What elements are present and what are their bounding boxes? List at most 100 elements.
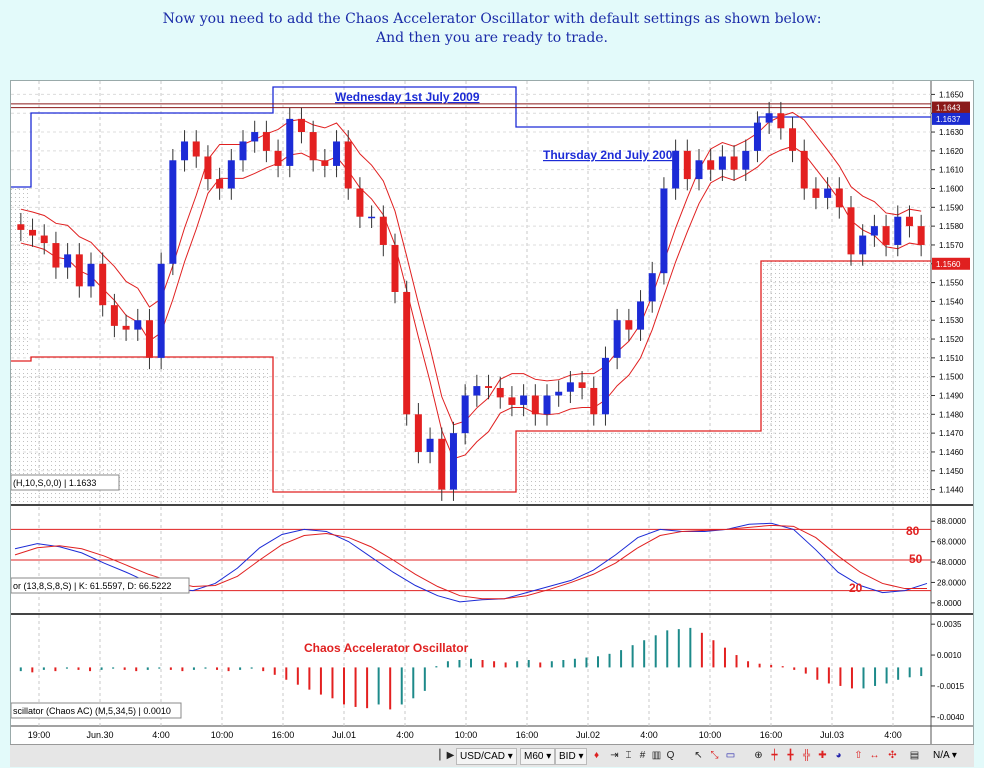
price-tick-label: 1.1630: [939, 128, 964, 137]
arrow-up-icon[interactable]: ⇧: [854, 750, 863, 761]
time-tick-label: 4:00: [640, 730, 658, 740]
candle-body: [485, 386, 493, 388]
candle-body: [333, 141, 341, 166]
price-marker-label: 1.1643: [936, 104, 961, 113]
scroll-left-icon[interactable]: ▕: [432, 750, 441, 761]
cursor-icon[interactable]: ⇥: [610, 750, 619, 761]
time-tick-label: Jun.30: [86, 730, 113, 740]
price-tick-label: 1.1570: [939, 241, 964, 250]
candle-body: [555, 391, 563, 396]
chart-toolbar: ▕ ▶ USD/CAD ▾ M60 ▾ BID ▾ ♦ ⇥ ⌶ # ▥ Q ↖ …: [10, 744, 974, 767]
time-tick-label: Jul.01: [332, 730, 356, 740]
candle-body: [321, 160, 329, 166]
candle-body: [496, 387, 504, 398]
price-type-select[interactable]: BID ▾: [555, 748, 588, 765]
price-tick-label: 1.1610: [939, 166, 964, 175]
zoom-in-icon[interactable]: ⊕: [754, 750, 763, 761]
candle-body: [356, 188, 364, 217]
candle-body: [812, 188, 820, 198]
instruction-line-2: And then you are ready to trade.: [375, 30, 609, 46]
candle-body: [753, 122, 761, 151]
vline-icon[interactable]: ╋: [787, 750, 794, 761]
price-tick-label: 1.1530: [939, 316, 964, 325]
candle-body: [426, 438, 434, 452]
annotation-ac-title: Chaos Accelerator Oscillator: [304, 641, 469, 655]
candle-body: [590, 387, 598, 415]
candle-body: [905, 216, 913, 227]
candle-body: [835, 188, 843, 208]
candle-body: [297, 118, 305, 133]
stoch-level-20-label: 20: [849, 581, 863, 595]
time-tick-label: 19:00: [28, 730, 51, 740]
stoch-tick-label: 68.0000: [937, 538, 966, 547]
candle-body: [274, 150, 282, 166]
candle-body: [309, 132, 317, 161]
play-icon[interactable]: ▶: [446, 750, 455, 761]
volume-icon[interactable]: ▥: [651, 750, 662, 761]
stoch-tick-label: 88.0000: [937, 517, 966, 526]
chart-type-icon[interactable]: ♦: [593, 750, 600, 761]
pointer-icon[interactable]: ↖: [694, 750, 703, 761]
session-zone: [516, 431, 761, 503]
candle-body: [601, 357, 609, 415]
daily-low-line: [11, 260, 931, 493]
candle-body: [637, 301, 645, 330]
timeframe-select[interactable]: M60 ▾: [520, 748, 556, 765]
cross-icon[interactable]: ╬: [802, 750, 811, 761]
session-zone: [761, 261, 931, 503]
candle-body: [227, 160, 235, 189]
draw-line-icon[interactable]: ⤡: [710, 750, 719, 761]
candle-body: [438, 438, 446, 490]
price-tick-label: 1.1450: [939, 467, 964, 476]
stoch-indicator-label: or (13,8,S,8,S) | K: 61.5597, D: 66.5222: [13, 581, 171, 591]
candle-body: [777, 113, 785, 129]
diamond-icon[interactable]: ✣: [888, 750, 897, 761]
fibo-icon[interactable]: ◕: [835, 750, 842, 761]
envelope-lower: [20, 145, 922, 460]
candle-body: [192, 141, 200, 157]
chart-window[interactable]: 1.16501.16401.16301.16201.16101.16001.15…: [10, 80, 974, 747]
candle-body: [17, 224, 25, 230]
candle-body: [29, 229, 37, 236]
candle-body: [204, 156, 212, 180]
price-indicator-label: (H,10,S,0,0) | 1.1633: [13, 478, 96, 488]
candle-body: [391, 244, 399, 292]
candle-body: [110, 305, 118, 326]
candle-body: [695, 160, 703, 180]
candle-body: [707, 160, 715, 170]
candle-body: [75, 254, 83, 287]
price-indicator-label-box: [10, 474, 120, 491]
crosshair-icon[interactable]: ⌶: [625, 750, 632, 761]
stoch-level-80-label: 80: [906, 524, 920, 538]
ac-tick-label: -0.0015: [937, 682, 965, 691]
candle-body: [894, 216, 902, 245]
candle-body: [625, 320, 633, 330]
magnify-icon[interactable]: Q: [666, 750, 675, 761]
rect-icon[interactable]: ▭: [725, 750, 736, 761]
plus-icon[interactable]: ✚: [818, 750, 827, 761]
zoom-select[interactable]: N/A ▾: [933, 750, 957, 761]
candle-body: [870, 226, 878, 236]
candle-body: [40, 235, 48, 244]
ac-label-box: [10, 702, 182, 719]
candle-body: [531, 395, 539, 415]
candle-body: [765, 113, 773, 123]
grid-icon[interactable]: #: [639, 750, 646, 761]
annotation-thursday: Thursday 2nd July 2009: [543, 148, 679, 162]
candle-body: [917, 226, 925, 245]
price-marker-box: [932, 112, 970, 125]
settings-icon[interactable]: ▤: [909, 750, 920, 761]
hline-icon[interactable]: ┿: [771, 750, 778, 761]
chart-canvas[interactable]: 1.16501.16401.16301.16201.16101.16001.15…: [10, 81, 973, 746]
ac-tick-label: 0.0035: [937, 620, 962, 629]
candle-body: [683, 150, 691, 180]
ac-tick-label: -0.0040: [937, 713, 965, 722]
symbol-select[interactable]: USD/CAD ▾: [456, 748, 517, 765]
price-tick-label: 1.1440: [939, 486, 964, 495]
candle-body: [520, 395, 528, 405]
price-tick-label: 1.1490: [939, 392, 964, 401]
candle-body: [52, 243, 60, 268]
candle-body: [368, 216, 376, 219]
price-tick-label: 1.1520: [939, 335, 964, 344]
arrows-icon[interactable]: ↔: [869, 750, 880, 761]
